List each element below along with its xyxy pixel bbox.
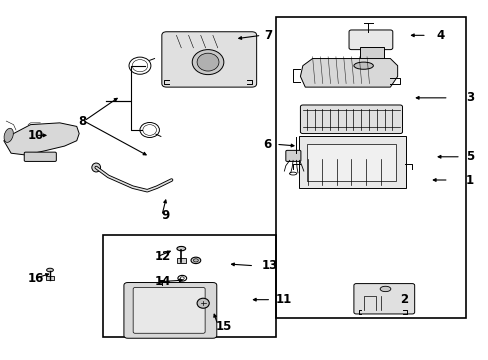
Text: 3: 3 (465, 91, 473, 104)
Ellipse shape (193, 259, 198, 262)
Text: 14: 14 (154, 275, 171, 288)
Text: 11: 11 (276, 293, 292, 306)
Ellipse shape (379, 286, 390, 292)
Text: 8: 8 (78, 114, 86, 127)
Text: 10: 10 (28, 129, 44, 142)
FancyBboxPatch shape (306, 144, 395, 181)
Text: 7: 7 (264, 29, 271, 42)
Ellipse shape (197, 53, 219, 71)
Ellipse shape (4, 128, 13, 143)
Text: 4: 4 (436, 29, 444, 42)
FancyBboxPatch shape (348, 30, 392, 50)
FancyBboxPatch shape (300, 105, 402, 134)
Ellipse shape (177, 247, 185, 251)
Ellipse shape (46, 268, 53, 272)
Text: 13: 13 (261, 259, 277, 272)
Text: 2: 2 (399, 293, 407, 306)
Ellipse shape (197, 298, 209, 308)
Text: 9: 9 (162, 209, 170, 222)
FancyBboxPatch shape (123, 283, 216, 338)
FancyBboxPatch shape (285, 150, 300, 161)
Text: 16: 16 (28, 272, 44, 285)
Polygon shape (4, 123, 79, 155)
FancyBboxPatch shape (177, 257, 185, 262)
FancyBboxPatch shape (299, 136, 405, 188)
Text: 15: 15 (215, 320, 231, 333)
Ellipse shape (191, 257, 201, 264)
Text: 5: 5 (465, 150, 473, 163)
Text: 1: 1 (465, 174, 473, 186)
FancyBboxPatch shape (133, 288, 204, 333)
FancyBboxPatch shape (353, 284, 414, 314)
Ellipse shape (353, 62, 372, 69)
FancyBboxPatch shape (360, 47, 383, 59)
Text: 6: 6 (263, 138, 271, 151)
FancyBboxPatch shape (162, 32, 256, 87)
Ellipse shape (192, 50, 224, 75)
FancyBboxPatch shape (46, 276, 54, 280)
Polygon shape (300, 59, 397, 87)
Text: 12: 12 (154, 250, 170, 263)
FancyBboxPatch shape (24, 152, 56, 161)
Ellipse shape (92, 163, 101, 172)
